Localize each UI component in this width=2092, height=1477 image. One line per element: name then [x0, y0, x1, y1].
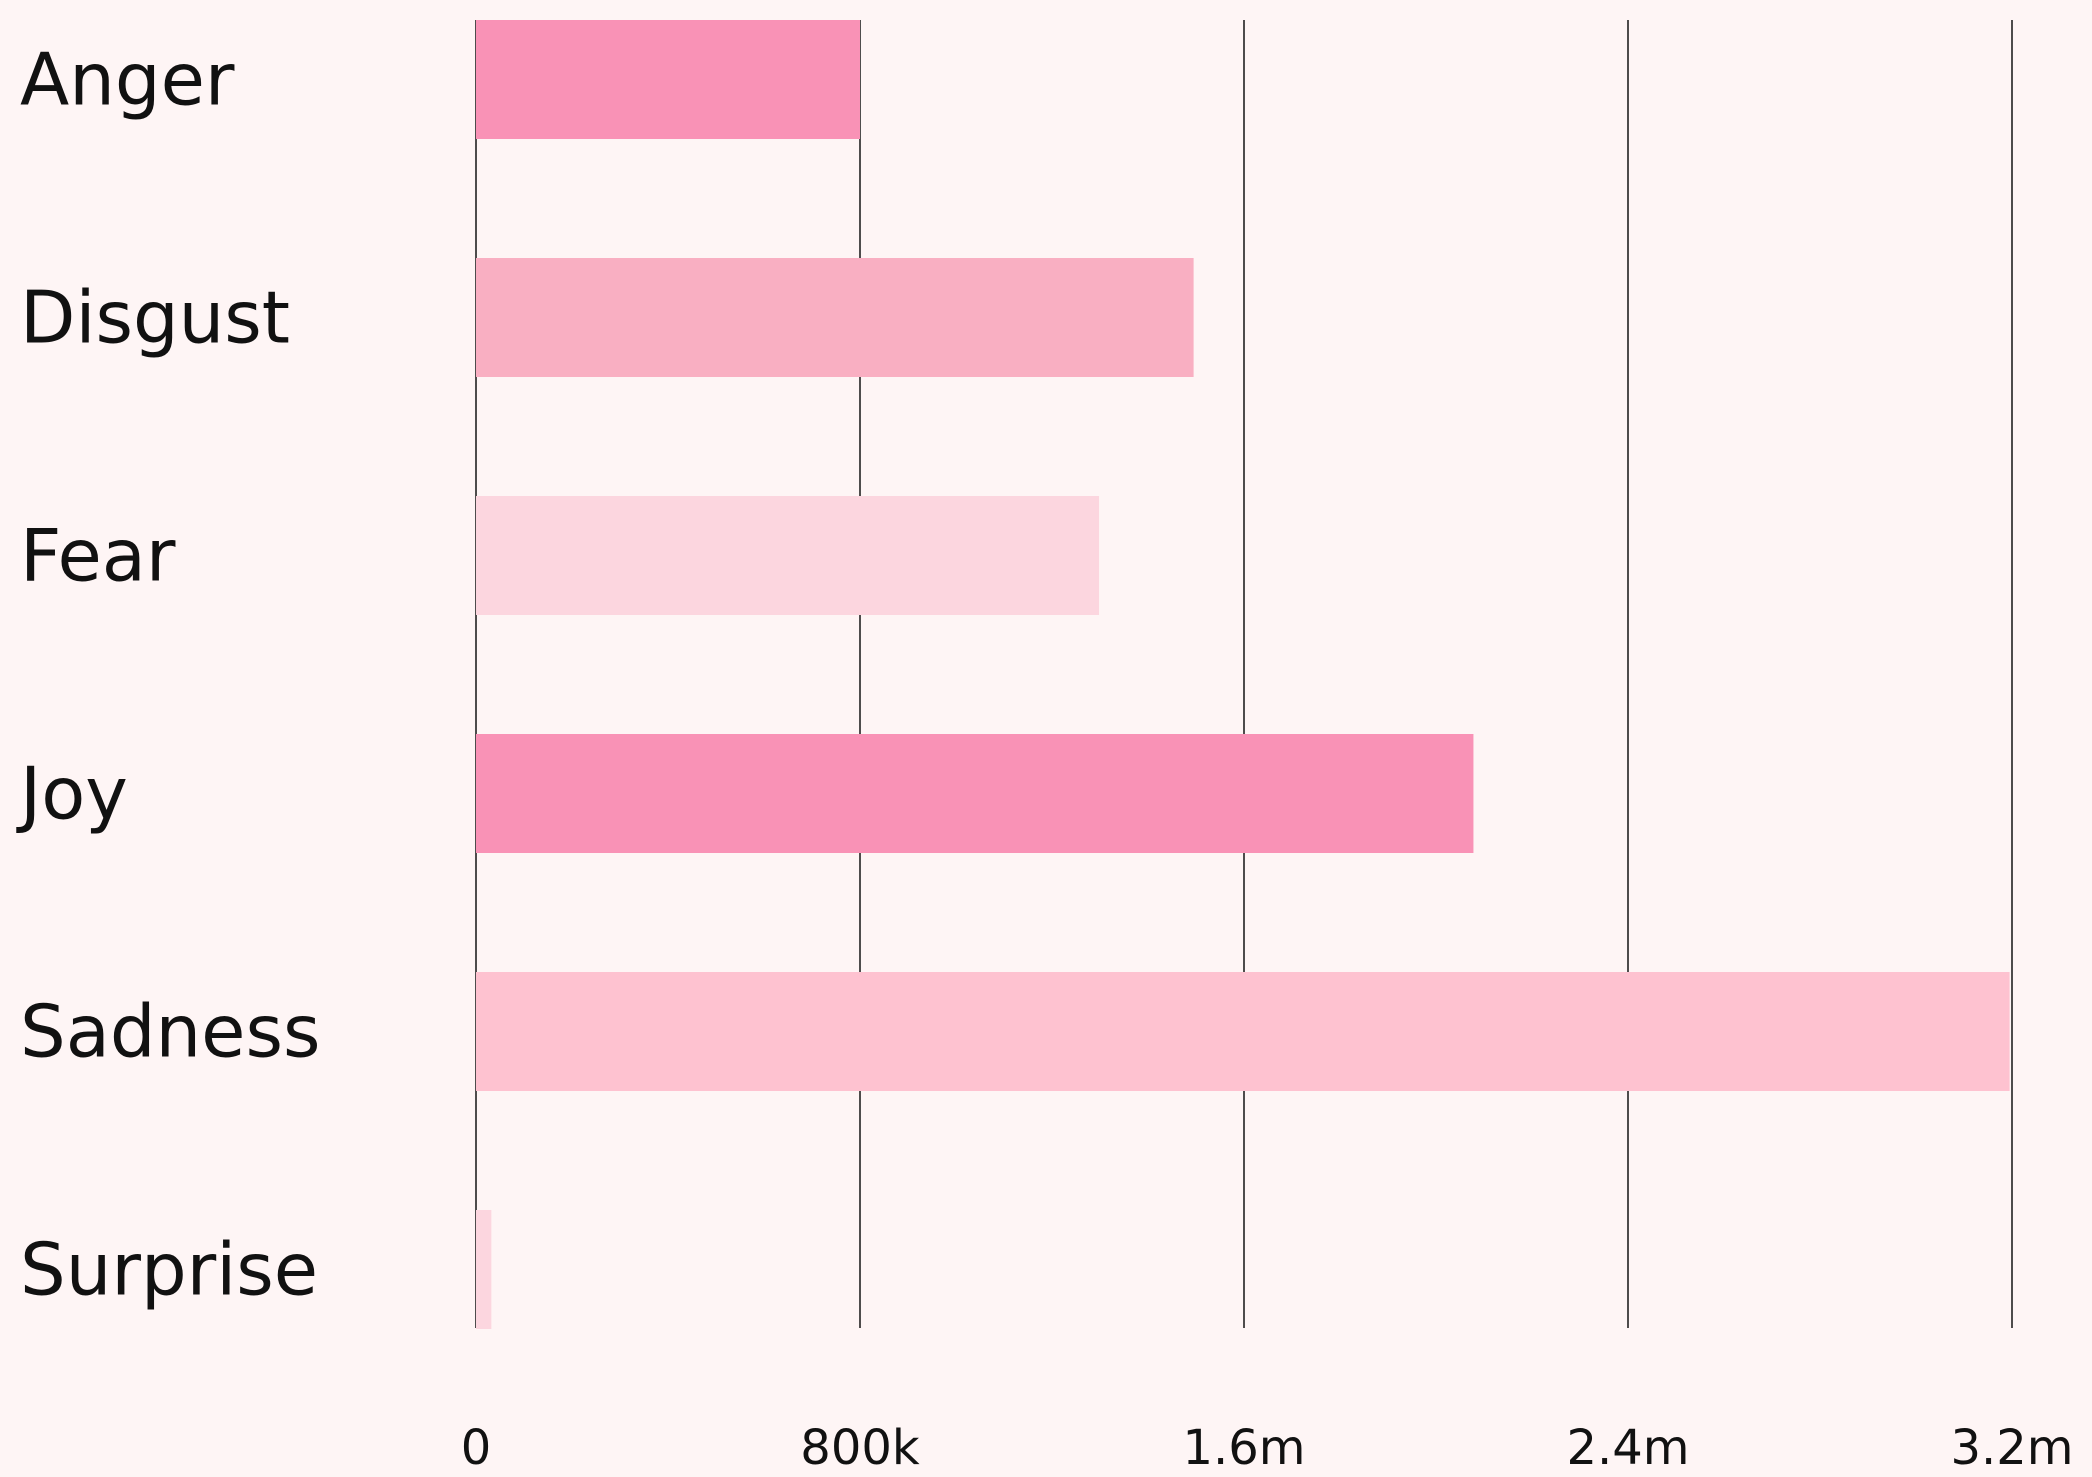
category-label-fear: Fear	[20, 514, 176, 598]
grid-lines	[475, 20, 2013, 1328]
x-tick-label: 800k	[800, 1420, 920, 1476]
category-labels: Anger Disgust Fear Joy Sadness Surprise	[16, 38, 320, 1312]
bars	[476, 20, 2010, 1329]
x-tick-label: 1.6m	[1182, 1420, 1305, 1476]
bar-disgust	[476, 258, 1194, 377]
x-tick-label: 3.2m	[1950, 1420, 2073, 1476]
bar-sadness	[476, 972, 2010, 1091]
bar-fear	[476, 496, 1100, 615]
bar-joy	[476, 734, 1474, 853]
category-label-sadness: Sadness	[20, 990, 320, 1074]
category-label-surprise: Surprise	[20, 1228, 318, 1312]
bar-surprise	[476, 1210, 492, 1329]
x-tick-label: 2.4m	[1566, 1420, 1689, 1476]
bar-anger	[476, 20, 860, 139]
category-label-anger: Anger	[20, 38, 235, 122]
category-label-disgust: Disgust	[20, 276, 290, 360]
category-label-joy: Joy	[16, 752, 128, 836]
x-tick-label: 0	[461, 1420, 492, 1476]
x-axis-tick-labels: 0 800k 1.6m 2.4m 3.2m	[461, 1420, 2074, 1476]
